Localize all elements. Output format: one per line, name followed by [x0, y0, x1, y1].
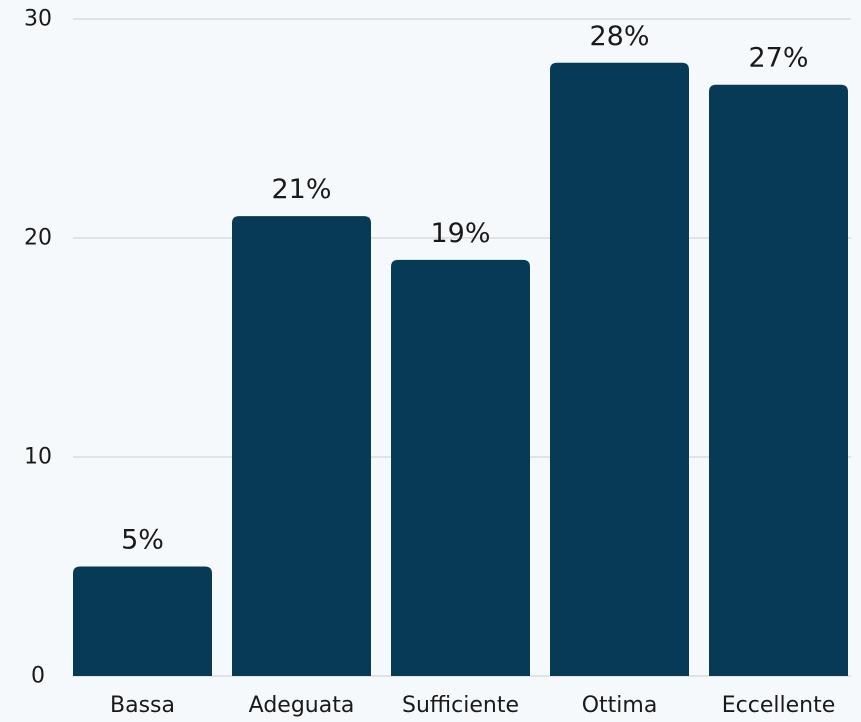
data-label-bassa: 5%: [121, 525, 164, 556]
data-label-sufficiente: 19%: [430, 218, 490, 249]
x-tick-label-bassa: Bassa: [110, 693, 175, 718]
y-tick-label: 10: [24, 445, 52, 470]
x-tick-label-adeguata: Adeguata: [249, 693, 355, 718]
bar-ottima: [550, 62, 689, 677]
data-labels: 5% 21% 19% 28% 27%: [121, 21, 808, 556]
y-tick-label: 0: [31, 664, 45, 689]
x-tick-label-eccellente: Eccellente: [722, 693, 836, 718]
bar-eccellente: [709, 84, 848, 676]
bar-bassa: [73, 566, 212, 676]
bars: [73, 62, 848, 677]
data-label-ottima: 28%: [589, 21, 649, 52]
bar-sufficiente: [391, 259, 530, 676]
y-tick-label: 30: [24, 7, 52, 32]
x-axis-ticks: Bassa Adeguata Sufficiente Ottima Eccellente: [110, 693, 835, 718]
x-tick-label-ottima: Ottima: [582, 693, 658, 718]
y-tick-label: 20: [24, 226, 52, 251]
bar-adeguata: [232, 216, 371, 676]
data-label-eccellente: 27%: [748, 43, 808, 74]
y-axis-ticks: 0 10 20 30: [24, 7, 52, 689]
x-tick-label-sufficiente: Sufficiente: [402, 693, 519, 718]
data-label-adeguata: 21%: [271, 174, 331, 205]
